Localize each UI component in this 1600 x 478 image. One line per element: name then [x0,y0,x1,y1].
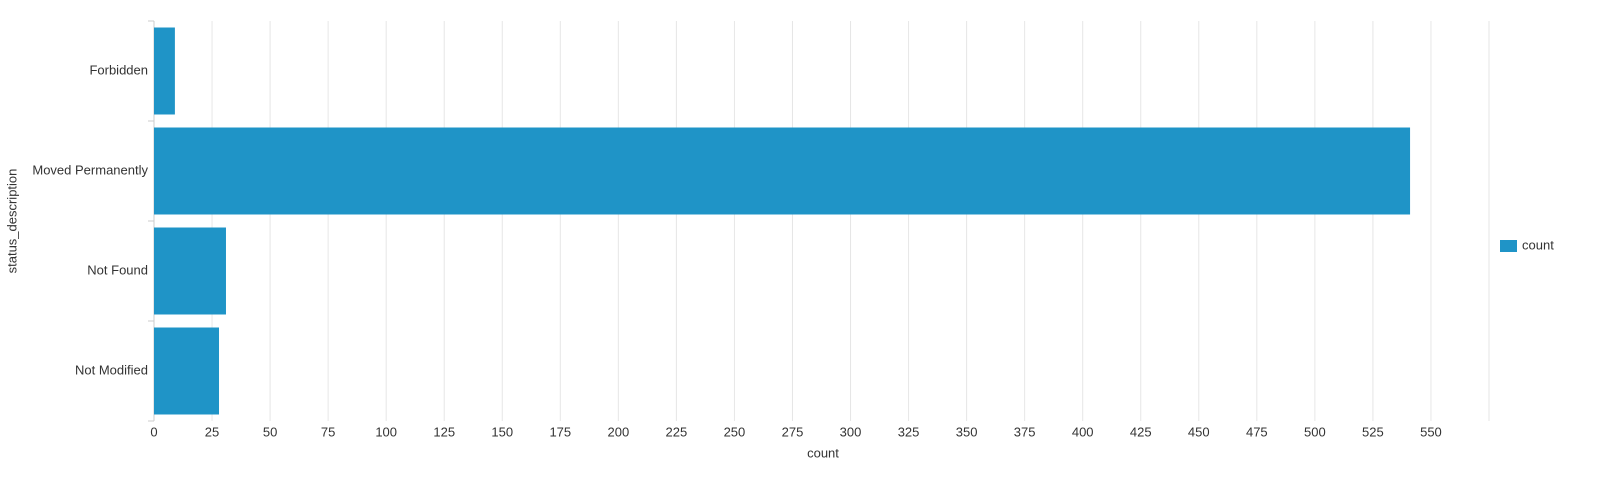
legend-label: count [1522,237,1554,252]
x-tick-label: 300 [840,424,862,439]
x-tick-label: 500 [1304,424,1326,439]
legend-swatch [1500,240,1517,252]
x-tick-label: 550 [1420,424,1442,439]
x-tick-label: 0 [150,424,157,439]
y-tick-label: Forbidden [89,62,148,77]
bar [154,327,220,415]
y-axis-title: status_description [4,169,19,274]
y-tick-label: Moved Permanently [32,162,148,177]
x-tick-label: 525 [1362,424,1384,439]
x-tick-label: 225 [666,424,688,439]
x-tick-label: 150 [491,424,513,439]
x-tick-label: 325 [898,424,920,439]
x-axis-title: count [807,445,839,460]
x-tick-label: 100 [375,424,397,439]
x-tick-label: 250 [724,424,746,439]
x-tick-label: 475 [1246,424,1268,439]
y-tick-label: Not Modified [75,362,148,377]
x-tick-label: 275 [782,424,804,439]
x-tick-label: 425 [1130,424,1152,439]
bar [154,27,175,115]
x-tick-label: 175 [549,424,571,439]
x-tick-label: 125 [433,424,455,439]
x-tick-label: 75 [321,424,335,439]
x-tick-label: 350 [956,424,978,439]
x-tick-label: 200 [607,424,629,439]
x-tick-label: 400 [1072,424,1094,439]
x-tick-label: 375 [1014,424,1036,439]
bar [154,227,226,315]
x-tick-label: 25 [205,424,219,439]
bar [154,127,1411,215]
x-tick-label: 50 [263,424,277,439]
y-tick-label: Not Found [87,262,148,277]
x-tick-label: 450 [1188,424,1210,439]
